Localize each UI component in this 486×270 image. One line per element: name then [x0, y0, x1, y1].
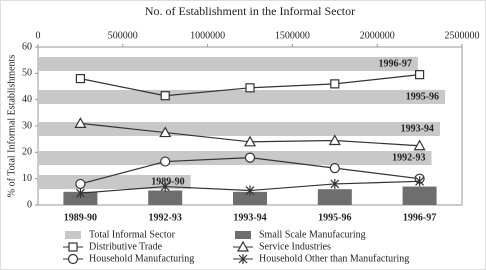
x-tick-label: 1995-96 — [318, 212, 351, 223]
marker — [75, 188, 85, 199]
legend-swatch — [235, 231, 251, 239]
legend-label: Household Manufacturing — [89, 253, 194, 264]
bar — [317, 189, 352, 205]
legend-label: Household Other than Manufacturing — [259, 253, 409, 264]
x-tick-label: 1993-94 — [233, 212, 266, 223]
marker — [329, 163, 340, 174]
legend-swatch — [65, 231, 81, 239]
marker — [160, 156, 171, 167]
marker — [159, 126, 172, 138]
marker — [243, 135, 257, 147]
x-tick-label: 2000000 — [360, 30, 395, 41]
bar — [402, 186, 437, 205]
marker — [75, 73, 86, 84]
y-axis-title: % of Total Informal Establishments — [6, 55, 17, 198]
marker — [74, 117, 87, 128]
x-tick-label: 500000 — [108, 30, 138, 41]
hbar-label: 1989-90 — [151, 176, 184, 187]
x-tick-label: 2500000 — [445, 30, 480, 41]
legend-label: Small Scale Manufacuring — [259, 229, 366, 240]
y-tick-label: 10 — [22, 173, 32, 184]
y-tick-label: 50 — [22, 68, 32, 79]
x-tick-label: 1992-93 — [149, 212, 182, 223]
y-tick-label: 40 — [22, 94, 32, 105]
marker — [245, 185, 255, 196]
hbar-label: 1995-96 — [406, 91, 439, 102]
y-tick-label: 60 — [22, 41, 32, 52]
legend-marker — [236, 240, 250, 252]
bar — [233, 191, 267, 205]
hbar — [38, 122, 440, 136]
marker — [160, 91, 170, 101]
legend-label: Distributive Trade — [89, 241, 163, 252]
marker — [415, 176, 425, 187]
marker — [160, 181, 170, 192]
bar — [63, 191, 98, 205]
hbar-label: 1993-94 — [401, 123, 434, 134]
x-tick-label: 1000000 — [190, 30, 225, 41]
legend-marker — [238, 254, 248, 264]
legend-marker — [67, 253, 79, 265]
hbar-label: 1992-93 — [392, 152, 425, 163]
marker — [75, 178, 86, 190]
hbar — [38, 90, 446, 104]
legend-marker — [68, 242, 78, 252]
hbar — [38, 57, 418, 71]
x-tick-label: 1996-97 — [403, 212, 436, 223]
chart-title: No. of Establishment in the Informal Sec… — [145, 4, 355, 18]
marker — [415, 70, 425, 80]
marker — [330, 79, 340, 89]
x-tick-label: 0 — [36, 30, 41, 41]
y-tick-label: 30 — [22, 120, 32, 131]
x-tick-label: 1500000 — [275, 30, 310, 41]
hbar-label: 1996-97 — [379, 58, 412, 69]
legend-label: Service Industries — [259, 241, 331, 252]
marker — [328, 134, 341, 146]
y-tick-label: 0 — [27, 199, 32, 210]
bar — [148, 190, 183, 205]
marker — [244, 152, 256, 163]
y-tick-label: 20 — [22, 147, 32, 158]
marker — [245, 83, 255, 93]
legend-label: Total Informal Sector — [89, 229, 176, 240]
marker — [413, 139, 426, 151]
marker — [330, 178, 340, 189]
x-tick-label: 1989-90 — [64, 212, 97, 223]
